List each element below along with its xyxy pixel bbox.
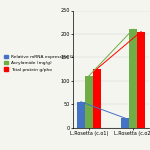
Bar — [129, 29, 137, 128]
Legend: Relative mRNA expression GCN2, Acrylamide (mg/g), Total protein g/pho: Relative mRNA expression GCN2, Acrylamid… — [4, 54, 83, 72]
Bar — [85, 76, 93, 128]
Bar — [137, 32, 145, 128]
Bar — [121, 118, 129, 128]
Bar — [93, 69, 101, 128]
Bar — [77, 102, 85, 128]
